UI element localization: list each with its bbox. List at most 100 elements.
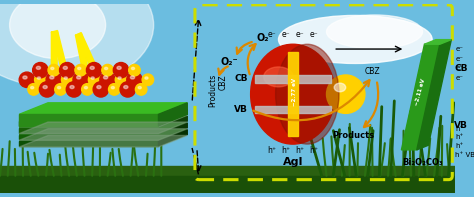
Ellipse shape — [88, 74, 100, 85]
Polygon shape — [19, 130, 187, 141]
Ellipse shape — [138, 86, 141, 89]
Ellipse shape — [145, 77, 148, 79]
Text: h⁺: h⁺ — [455, 134, 464, 140]
Polygon shape — [19, 116, 187, 128]
Ellipse shape — [64, 77, 67, 79]
Text: e⁻: e⁻ — [282, 31, 290, 39]
Ellipse shape — [39, 82, 55, 97]
Ellipse shape — [327, 15, 422, 49]
Ellipse shape — [113, 62, 128, 78]
Ellipse shape — [111, 86, 114, 89]
Text: h⁺ VB: h⁺ VB — [455, 152, 474, 158]
Ellipse shape — [50, 76, 54, 79]
Ellipse shape — [115, 74, 127, 85]
Ellipse shape — [127, 72, 142, 87]
Polygon shape — [158, 116, 187, 133]
Ellipse shape — [0, 0, 154, 87]
Text: h⁺: h⁺ — [267, 146, 276, 155]
Ellipse shape — [251, 44, 335, 144]
Ellipse shape — [62, 74, 73, 85]
Ellipse shape — [37, 77, 40, 79]
Polygon shape — [19, 128, 158, 133]
Text: VB: VB — [234, 105, 248, 114]
Text: e⁻: e⁻ — [455, 56, 463, 62]
Bar — [0, 176, 455, 193]
Text: e⁻: e⁻ — [296, 31, 304, 39]
Polygon shape — [417, 40, 451, 150]
Ellipse shape — [48, 64, 60, 76]
Ellipse shape — [334, 83, 346, 92]
Ellipse shape — [100, 72, 115, 87]
Bar — [0, 166, 455, 193]
Polygon shape — [401, 44, 440, 150]
Polygon shape — [75, 33, 104, 86]
Text: e⁻: e⁻ — [455, 65, 463, 71]
Text: AgI: AgI — [283, 157, 303, 167]
Ellipse shape — [117, 66, 121, 69]
Ellipse shape — [23, 76, 27, 79]
Text: CB: CB — [234, 74, 248, 83]
Ellipse shape — [118, 77, 121, 79]
Polygon shape — [19, 141, 158, 146]
Ellipse shape — [75, 64, 86, 76]
Text: VB: VB — [454, 121, 468, 130]
Polygon shape — [19, 135, 158, 139]
Ellipse shape — [97, 85, 101, 89]
Ellipse shape — [142, 74, 154, 85]
Ellipse shape — [136, 84, 147, 95]
Text: e⁻: e⁻ — [455, 46, 463, 52]
Ellipse shape — [264, 67, 293, 87]
Ellipse shape — [102, 64, 113, 76]
Ellipse shape — [131, 67, 135, 70]
Ellipse shape — [31, 86, 34, 89]
Text: CBZ: CBZ — [365, 67, 381, 76]
Ellipse shape — [91, 77, 94, 79]
Ellipse shape — [33, 62, 48, 78]
Polygon shape — [19, 123, 187, 135]
Text: ~2.11 eV: ~2.11 eV — [415, 78, 427, 106]
Ellipse shape — [130, 76, 135, 79]
Ellipse shape — [70, 85, 74, 89]
Ellipse shape — [60, 62, 75, 78]
Text: Products: Products — [209, 74, 218, 107]
Ellipse shape — [90, 66, 94, 69]
Polygon shape — [255, 106, 331, 113]
Text: e⁻: e⁻ — [267, 31, 276, 39]
Polygon shape — [158, 110, 187, 126]
Ellipse shape — [46, 72, 62, 87]
Ellipse shape — [35, 74, 46, 85]
Polygon shape — [51, 31, 71, 86]
Ellipse shape — [128, 64, 140, 76]
Polygon shape — [424, 40, 451, 44]
Polygon shape — [19, 110, 187, 121]
Polygon shape — [158, 123, 187, 139]
Ellipse shape — [51, 67, 54, 70]
Text: O₂: O₂ — [257, 33, 269, 43]
Polygon shape — [19, 103, 187, 114]
Ellipse shape — [105, 67, 108, 70]
Ellipse shape — [77, 76, 81, 79]
Ellipse shape — [86, 62, 102, 78]
Polygon shape — [19, 122, 187, 134]
Polygon shape — [19, 121, 158, 126]
Ellipse shape — [55, 84, 66, 95]
Polygon shape — [19, 114, 158, 126]
Text: h⁺: h⁺ — [455, 143, 464, 149]
Ellipse shape — [279, 15, 432, 63]
Ellipse shape — [78, 67, 81, 70]
Ellipse shape — [275, 44, 339, 144]
Polygon shape — [51, 32, 58, 83]
Text: e⁻: e⁻ — [310, 31, 319, 39]
Polygon shape — [158, 103, 187, 126]
Ellipse shape — [103, 76, 108, 79]
Text: h⁺: h⁺ — [455, 126, 464, 132]
Text: e⁻: e⁻ — [455, 75, 463, 81]
Text: O₂⁻: O₂⁻ — [220, 57, 238, 67]
Polygon shape — [19, 115, 187, 127]
Bar — [288, 52, 298, 137]
Ellipse shape — [327, 75, 365, 113]
Ellipse shape — [120, 82, 136, 97]
Ellipse shape — [66, 82, 82, 97]
Polygon shape — [158, 130, 187, 146]
Text: h⁺: h⁺ — [295, 146, 304, 155]
